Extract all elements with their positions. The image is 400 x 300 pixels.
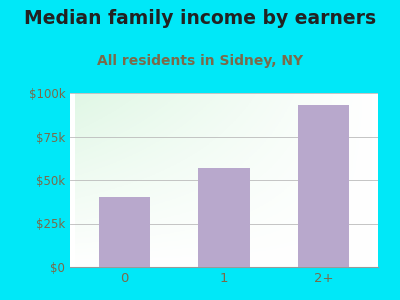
Bar [99, 197, 150, 267]
Bar [198, 168, 250, 267]
Text: Median family income by earners: Median family income by earners [24, 9, 376, 28]
Text: All residents in Sidney, NY: All residents in Sidney, NY [97, 54, 303, 68]
Bar [298, 105, 349, 267]
